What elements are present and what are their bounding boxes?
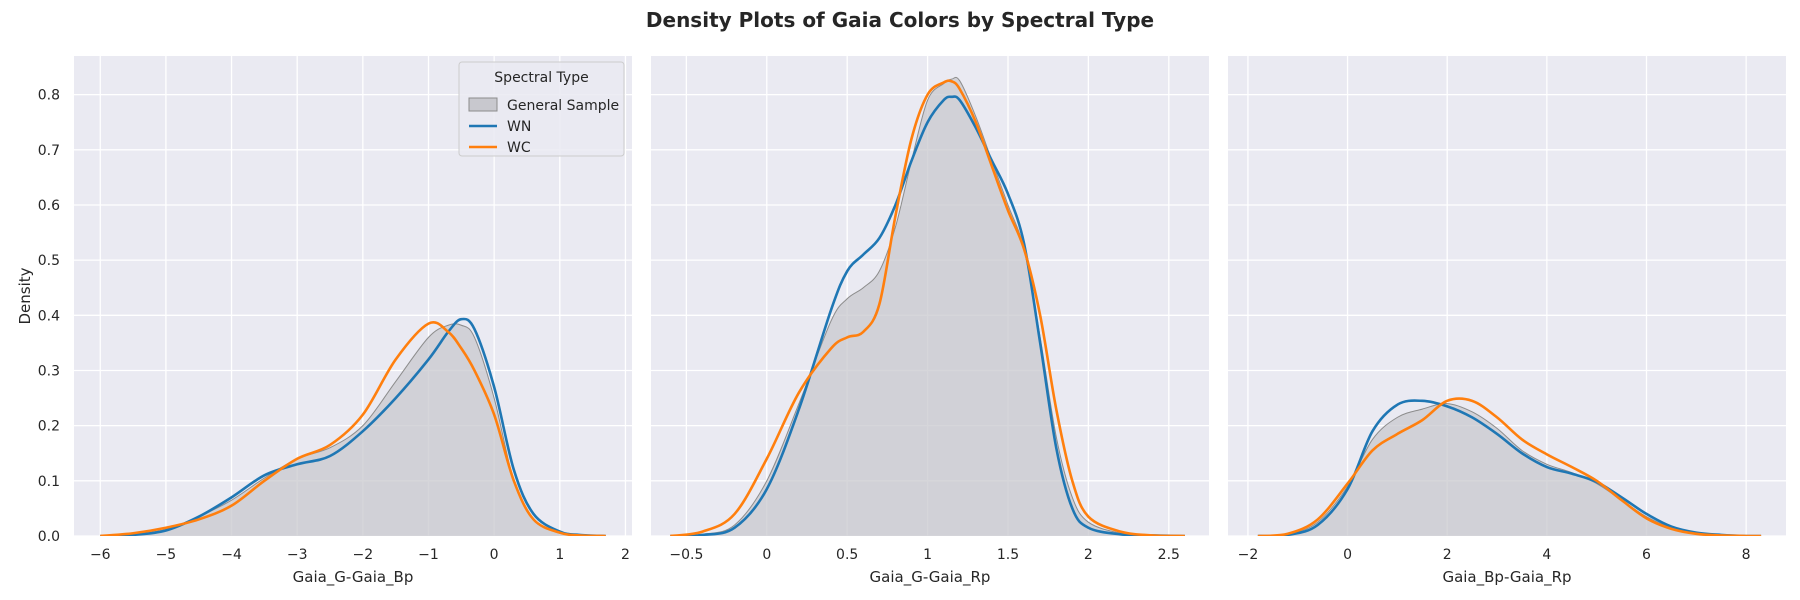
x-tick-label: −0.5: [669, 547, 703, 563]
x-axis-label: Gaia_G-Gaia_Bp: [293, 568, 414, 587]
series-wc-line: [100, 321, 606, 536]
x-tick-label: 2: [1084, 547, 1093, 563]
panel-2: −0.5 0 0.5 1 1.5 2 2.5 Gaia_G-Gaia_Rp: [651, 56, 1209, 587]
x-tick-label: −6: [90, 547, 111, 563]
x-tick-label: 1: [555, 547, 564, 563]
series-general-sample-fill: [1257, 403, 1762, 536]
x-tick-label: 0: [1343, 547, 1352, 563]
series-wc-line: [1257, 397, 1762, 536]
x-tick-label: −4: [221, 547, 242, 563]
y-tick-label: 0.6: [38, 198, 60, 214]
x-tick-label: 0: [490, 547, 499, 563]
x-tick-label: 0: [762, 547, 771, 563]
y-tick-label: 0.4: [38, 308, 60, 324]
y-tick-label: 0.3: [38, 363, 60, 379]
legend-title: Spectral Type: [494, 70, 588, 86]
series-general-sample-fill: [100, 323, 606, 536]
y-tick-label: 0.5: [38, 253, 60, 269]
series-group: [1257, 397, 1762, 536]
x-tick-label: −2: [353, 547, 374, 563]
x-tick-label: 2: [621, 547, 630, 563]
x-tick-label: 4: [1542, 547, 1551, 563]
series-group: [670, 76, 1185, 536]
legend-box: [458, 61, 625, 157]
x-tick-label: −1: [418, 547, 439, 563]
y-tick-label: 0.7: [38, 143, 60, 159]
x-axis-label: Gaia_G-Gaia_Rp: [870, 568, 991, 587]
x-tick-label: −3: [287, 547, 308, 563]
x-tick-label: 6: [1642, 547, 1651, 563]
series-wc-line: [670, 79, 1185, 536]
legend-label: WC: [507, 140, 531, 156]
series-group: [100, 317, 606, 536]
x-tick-label: 2.5: [1158, 547, 1180, 563]
x-axis-label: Gaia_Bp-Gaia_Rp: [1442, 568, 1571, 587]
y-axis-label: Density: [16, 267, 34, 324]
series-wn-line: [100, 317, 606, 536]
legend-label: General Sample: [507, 98, 619, 114]
series-wn-line: [670, 95, 1185, 536]
x-tick-label: 0.5: [836, 547, 858, 563]
y-tick-label: 0.0: [38, 529, 60, 545]
x-tick-label: −2: [1238, 547, 1259, 563]
legend: Spectral Type General Sample WN WC: [458, 61, 625, 157]
legend-swatch-general-sample: [468, 97, 498, 112]
panel-3: −2 0 2 4 6 8 Gaia_Bp-Gaia_Rp: [1228, 56, 1786, 587]
y-tick-label: 0.1: [38, 474, 60, 490]
x-tick-label: 2: [1443, 547, 1452, 563]
legend-label: WN: [507, 119, 531, 135]
x-tick-label: 8: [1742, 547, 1751, 563]
chart-title: Density Plots of Gaia Colors by Spectral…: [645, 8, 1155, 32]
y-tick-label: 0.2: [38, 419, 60, 435]
y-tick-label: 0.8: [38, 88, 60, 104]
x-tick-label: 1: [923, 547, 932, 563]
series-general-sample-fill: [670, 77, 1185, 536]
x-tick-label: 1.5: [997, 547, 1019, 563]
x-tick-label: −5: [156, 547, 177, 563]
